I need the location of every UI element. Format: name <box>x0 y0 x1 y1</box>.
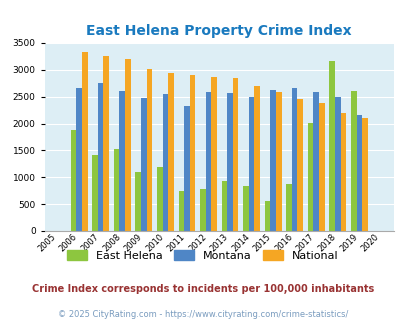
Text: Crime Index corresponds to incidents per 100,000 inhabitants: Crime Index corresponds to incidents per… <box>32 284 373 294</box>
Bar <box>113 149 119 231</box>
Bar <box>291 88 297 231</box>
Title: East Helena Property Crime Index: East Helena Property Crime Index <box>86 23 351 38</box>
Bar <box>350 91 356 231</box>
Bar <box>340 113 345 231</box>
Bar <box>264 201 270 231</box>
Bar <box>92 155 98 231</box>
Bar <box>205 92 211 231</box>
Bar <box>141 98 146 231</box>
Bar <box>361 117 367 231</box>
Legend: East Helena, Montana, National: East Helena, Montana, National <box>64 247 341 264</box>
Bar <box>248 97 254 231</box>
Bar <box>243 186 248 231</box>
Bar <box>227 93 232 231</box>
Bar <box>178 191 183 231</box>
Text: © 2025 CityRating.com - https://www.cityrating.com/crime-statistics/: © 2025 CityRating.com - https://www.city… <box>58 310 347 319</box>
Bar <box>125 59 130 231</box>
Bar <box>189 75 195 231</box>
Bar <box>334 97 340 231</box>
Bar <box>157 167 162 231</box>
Bar <box>76 88 82 231</box>
Bar <box>135 172 141 231</box>
Bar <box>82 52 87 231</box>
Bar <box>275 92 281 231</box>
Bar <box>297 99 303 231</box>
Bar <box>232 78 238 231</box>
Bar <box>221 181 227 231</box>
Bar <box>168 73 173 231</box>
Bar <box>318 103 324 231</box>
Bar <box>98 83 103 231</box>
Bar <box>270 90 275 231</box>
Bar <box>254 86 259 231</box>
Bar <box>183 106 189 231</box>
Bar <box>119 91 125 231</box>
Bar <box>162 94 168 231</box>
Bar <box>103 56 109 231</box>
Bar <box>70 130 76 231</box>
Bar <box>356 115 361 231</box>
Bar <box>307 123 313 231</box>
Bar <box>200 188 205 231</box>
Bar <box>286 184 291 231</box>
Bar <box>146 69 152 231</box>
Bar <box>313 92 318 231</box>
Bar <box>328 61 334 231</box>
Bar <box>211 77 216 231</box>
